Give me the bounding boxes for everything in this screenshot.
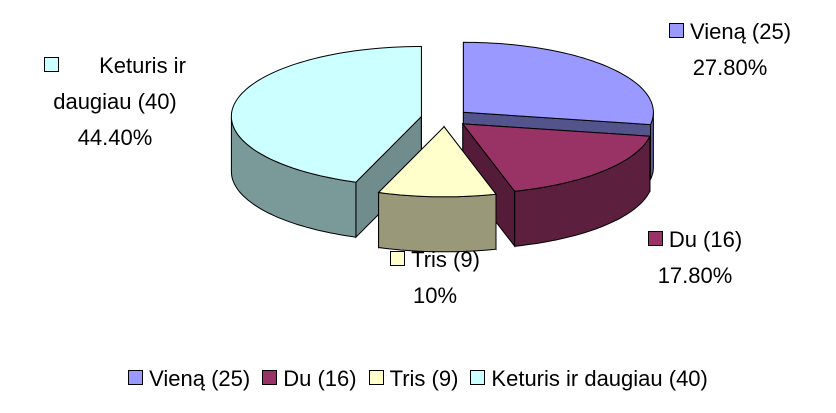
data-label: Du (16) 17.80%: [610, 222, 780, 294]
label-category: Keturis ir daugiau (40): [53, 53, 186, 114]
legend-swatch: [128, 370, 144, 385]
legend-item: Tris (9): [368, 366, 459, 392]
legend-label: Tris (9): [389, 366, 459, 391]
label-swatch: [44, 57, 60, 72]
label-value: 10%: [412, 283, 458, 308]
label-swatch: [647, 231, 663, 246]
legend-item: Vieną (25): [128, 366, 250, 392]
label-value: 44.40%: [77, 125, 153, 150]
legend-label: Keturis ir daugiau (40): [491, 366, 708, 391]
label-swatch: [390, 251, 406, 266]
label-category: Du (16): [668, 227, 743, 252]
legend-swatch: [368, 370, 384, 385]
data-label: Tris (9) 10%: [350, 242, 520, 314]
data-label: Vieną (25) 27.80%: [630, 14, 830, 86]
slice: [230, 46, 422, 183]
label-swatch: [668, 23, 684, 38]
legend-label: Vieną (25): [149, 366, 251, 391]
slice: [461, 123, 651, 192]
label-category: Vieną (25): [689, 19, 792, 44]
label-value: 17.80%: [657, 263, 733, 288]
data-label: Keturis ir daugiau (40) 44.40%: [10, 48, 220, 156]
legend: Vieną (25) Du (16) Tris (9) Keturis ir daug…: [0, 366, 836, 392]
slice: [377, 126, 497, 198]
label-category: Tris (9): [411, 247, 480, 272]
legend-swatch: [262, 370, 278, 385]
legend-item: Keturis ir daugiau (40): [470, 366, 708, 392]
legend-label: Du (16): [283, 366, 357, 391]
slice: [462, 41, 654, 126]
legend-item: Du (16): [262, 366, 357, 392]
label-value: 27.80%: [692, 55, 768, 80]
legend-swatch: [470, 370, 486, 385]
